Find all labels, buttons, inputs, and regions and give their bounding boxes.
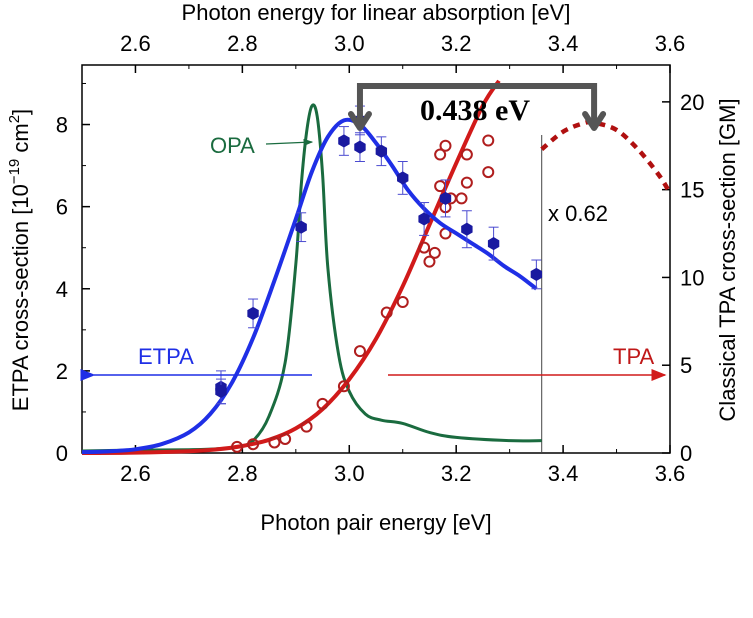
tpa-data-point [434,148,447,161]
tpa-data-point [247,438,260,451]
bottom-axis-title: Photon pair energy [eV] [260,510,491,535]
left-tick-label: 4 [56,277,68,302]
tpa-label: TPA [613,344,654,369]
etpa-label: ETPA [138,344,194,369]
opa-label: OPA [210,133,255,158]
tpa-data-point [423,255,436,268]
etpa-data-point [487,237,500,251]
tpa-data-point [268,436,281,449]
etpa-data-point [247,306,259,320]
etpa-data-point [375,144,388,158]
bottom-tick-label: 3.6 [655,461,686,486]
tpa-data-point [353,345,366,358]
etpa-data-point [354,140,366,154]
etpa-data-point [397,171,409,185]
tpa-scaled-line [540,119,672,195]
tpa-data-point [337,380,350,393]
bottom-tick-label: 3.2 [441,461,472,486]
etpa-data-point [338,134,350,148]
top-tick-label: 2.6 [120,31,151,56]
shift-arrowhead-right [582,111,607,131]
right-tick-label: 15 [680,178,704,203]
tpa-data-point [300,420,313,433]
top-axis-title: Photon energy for linear absorption [eV] [182,0,571,25]
scale-label: x 0.62 [548,201,608,226]
etpa-data-point [418,212,430,226]
tpa-data-point [439,139,452,152]
left-axis-title-unit: cm [8,123,33,158]
tpa-data-point [434,180,447,193]
bottom-tick-label: 2.8 [227,461,258,486]
right-tick-label: 10 [680,265,704,290]
right-tick-label: 20 [680,90,704,115]
energy-shift-bracket [347,83,607,131]
tpa-data-point [428,246,441,259]
bottom-tick-label: 3.0 [334,461,365,486]
right-axis-title: Classical TPA cross-section [GM] [715,98,740,421]
top-tick-label: 3.6 [655,31,686,56]
opa-line [81,103,542,453]
etpa-data-point [295,220,307,234]
left-tick-label: 8 [56,113,68,138]
tpa-data-point [279,432,292,445]
tpa-data-point [460,176,473,189]
left-tick-label: 0 [56,441,68,466]
tpa-data-point [460,148,473,161]
opa-pointer-arrow [265,138,314,146]
tpa-data-point [418,241,431,254]
etpa-data-point [439,191,452,206]
etpa-fit-line [81,117,538,455]
right-tick-label: 5 [680,353,692,378]
top-tick-label: 2.8 [227,31,258,56]
tpa-data-point [316,397,329,410]
etpa-data-point [461,222,473,236]
left-axis-title-sup2: 2 [6,115,23,123]
bottom-tick-label: 2.6 [120,461,151,486]
tpa-data-point [231,440,244,453]
etpa-data-point [530,267,543,281]
tpa-data-point [396,296,409,309]
shift-bracket-line [356,83,598,126]
etpa-fit-series [81,117,538,455]
plot-frame [81,64,671,454]
left-axis-title-end: ] [8,109,33,115]
tpa-data-point [380,306,393,319]
shift-label: 0.438 eV [420,94,530,127]
left-axis-title: ETPA cross-section [10−19 cm2] [6,109,33,411]
top-tick-label: 3.0 [334,31,365,56]
left-tick-label: 2 [56,359,68,384]
tpa-data-point [455,192,468,205]
shift-arrowhead-left [347,111,372,131]
left-axis-title-sup: −19 [6,159,23,184]
axis-ticks: 2.62.62.82.83.03.03.23.23.43.43.63.60246… [56,31,705,486]
etpa-data-point [215,384,227,398]
top-tick-label: 3.2 [441,31,472,56]
left-tick-label: 6 [56,195,68,220]
top-tick-label: 3.4 [548,31,579,56]
opa-series [81,103,542,453]
right-tick-label: 0 [680,441,692,466]
tpa-fit-series [81,79,501,455]
bottom-tick-label: 3.4 [548,461,579,486]
tpa-scaled-series [540,119,672,195]
tpa-fit-line [81,79,501,455]
tpa-data-point [482,166,495,179]
tpa-data-point [482,134,495,147]
left-axis-title-main: ETPA cross-section [10 [8,184,33,411]
